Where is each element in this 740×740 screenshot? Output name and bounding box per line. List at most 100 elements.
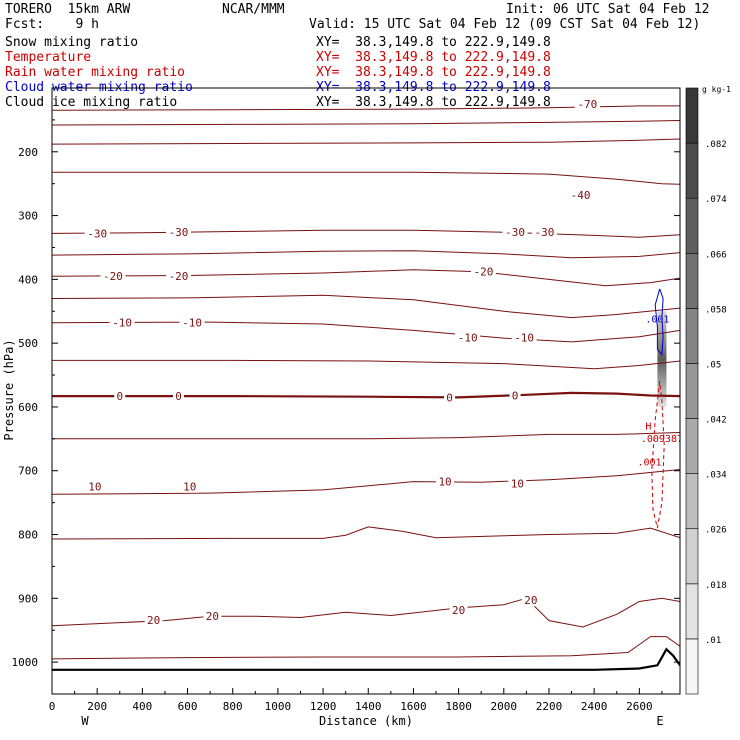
colorbar-swatch: [685, 638, 699, 695]
colorbar-tick-label: .074: [705, 195, 727, 205]
temperature-label-bg: [144, 614, 163, 627]
colorbar-swatch: [685, 583, 699, 640]
colorbar-swatch: [685, 197, 699, 254]
x-tick-label: 2200: [536, 700, 563, 713]
temperature-label: -40: [571, 189, 591, 202]
temperature-contour--15: [52, 294, 680, 319]
x-tick-label: 2400: [581, 700, 608, 713]
temperature-label-bg: [109, 316, 135, 329]
y-tick-label: 500: [18, 337, 38, 350]
colorbar-tick-label: .082: [705, 140, 727, 150]
temperature-label-bg: [166, 270, 192, 283]
y-tick-label: 800: [18, 529, 38, 542]
valid-time: Valid: 15 UTC Sat 04 Feb 12 (09 CST Sat …: [309, 17, 701, 32]
temperature-contour--25: [52, 250, 680, 259]
y-tick-label: 400: [18, 273, 38, 286]
temperature-contour--10: [52, 321, 680, 343]
terrain-line: [52, 647, 680, 671]
temperature-label: -10: [182, 317, 202, 330]
forecast-hour: Fcst: 9 h: [5, 17, 99, 32]
x-tick-label: 1000: [265, 700, 292, 713]
plot-frame: [51, 87, 681, 695]
temperature-label: 20: [452, 604, 465, 617]
x-tick-label: 600: [178, 700, 198, 713]
temperature-contour--60: [52, 120, 680, 126]
colorbar-swatch: [685, 418, 699, 474]
cloud-water-contour-label: .001: [645, 315, 669, 326]
temperature-contour-25: [52, 636, 680, 660]
colorbar-swatch: [685, 528, 699, 585]
rain-contour-label: .001: [637, 458, 661, 469]
init-time: Init: 06 UTC Sat 04 Feb 12: [506, 2, 710, 17]
field-label-rain: Rain water mixing ratio: [5, 65, 186, 80]
temperature-label: 10: [88, 481, 101, 494]
temperature-contour-15: [52, 526, 680, 540]
temperature-label-bg: [531, 226, 557, 239]
temperature-contour-10: [52, 469, 680, 495]
colorbar-tick-label: .018: [705, 581, 727, 591]
temperature-label-bg: [444, 391, 456, 404]
colorbar-swatch: [685, 142, 699, 199]
field-xy-cloud-ice: XY= 38.3,149.8 to 222.9,149.8: [316, 95, 551, 110]
cloud-water-contour: [654, 288, 664, 356]
y-tick-label: 300: [18, 210, 38, 223]
temperature-label: -30: [169, 226, 189, 239]
field-label-snow: Snow mixing ratio: [5, 35, 139, 50]
temperature-label-bg: [84, 227, 110, 240]
temperature-label: 20: [147, 614, 160, 627]
temperature-contour--20: [52, 269, 680, 287]
temperature-label: 20: [206, 610, 219, 623]
x-tick-label: 1400: [355, 700, 382, 713]
temperature-label: 10: [511, 477, 524, 490]
colorbar-tick-label: .01: [705, 636, 721, 646]
temperature-contour--70: [52, 105, 680, 111]
temperature-contour-20: [52, 597, 680, 628]
temperature-label: 10: [183, 481, 196, 494]
field-xy-rain: XY= 38.3,149.8 to 222.9,149.8: [316, 65, 551, 80]
temperature-label: -20: [169, 270, 189, 283]
x-tick-label: 1800: [445, 700, 472, 713]
x-tick-label: 1200: [310, 700, 337, 713]
temperature-label: -70: [577, 98, 597, 111]
temperature-label: -30: [505, 226, 525, 239]
x-tick-label: 2600: [626, 700, 653, 713]
temperature-label: 20: [524, 594, 537, 607]
temperature-label: -30: [87, 227, 107, 240]
west-label: W: [81, 714, 89, 728]
temperature-label-bg: [508, 477, 527, 490]
x-tick-label: 200: [87, 700, 107, 713]
east-label: E: [656, 714, 663, 728]
model-title: TORERO 15km ARW: [5, 2, 131, 17]
x-tick-label: 0: [49, 700, 56, 713]
temperature-label: -30: [535, 226, 555, 239]
temperature-label-bg: [574, 97, 600, 110]
colorbar-swatch: [685, 252, 699, 309]
temperature-label-bg: [511, 331, 537, 344]
colorbar-tick-label: .058: [705, 305, 727, 315]
temperature-label-bg: [179, 316, 205, 329]
temperature-label-bg: [173, 390, 185, 403]
temperature-contour-0: [52, 391, 680, 399]
x-tick-label: 800: [223, 700, 243, 713]
snow-shading: [657, 311, 667, 407]
temperature-label: 0: [446, 391, 453, 404]
temperature-label: -10: [514, 331, 534, 344]
temperature-label: 10: [438, 476, 451, 489]
y-tick-label: 200: [18, 146, 38, 159]
temperature-contour--30: [52, 229, 680, 238]
temperature-label-bg: [85, 480, 104, 493]
temperature-label: 0: [116, 390, 123, 403]
colorbar-tick-label: .026: [705, 526, 727, 536]
temperature-label-bg: [502, 226, 528, 239]
colorbar-swatch: [685, 363, 699, 419]
temperature-label-bg: [521, 594, 540, 607]
colorbar-swatch: [685, 473, 699, 530]
temperature-label-bg: [470, 265, 496, 278]
temperature-contour--50: [52, 138, 680, 145]
temperature-label-bg: [180, 480, 199, 493]
temperature-label: -10: [458, 331, 478, 344]
temperature-label-bg: [100, 270, 126, 283]
rain-max-symbol: H: [645, 421, 651, 432]
y-tick-label: 900: [18, 592, 38, 605]
